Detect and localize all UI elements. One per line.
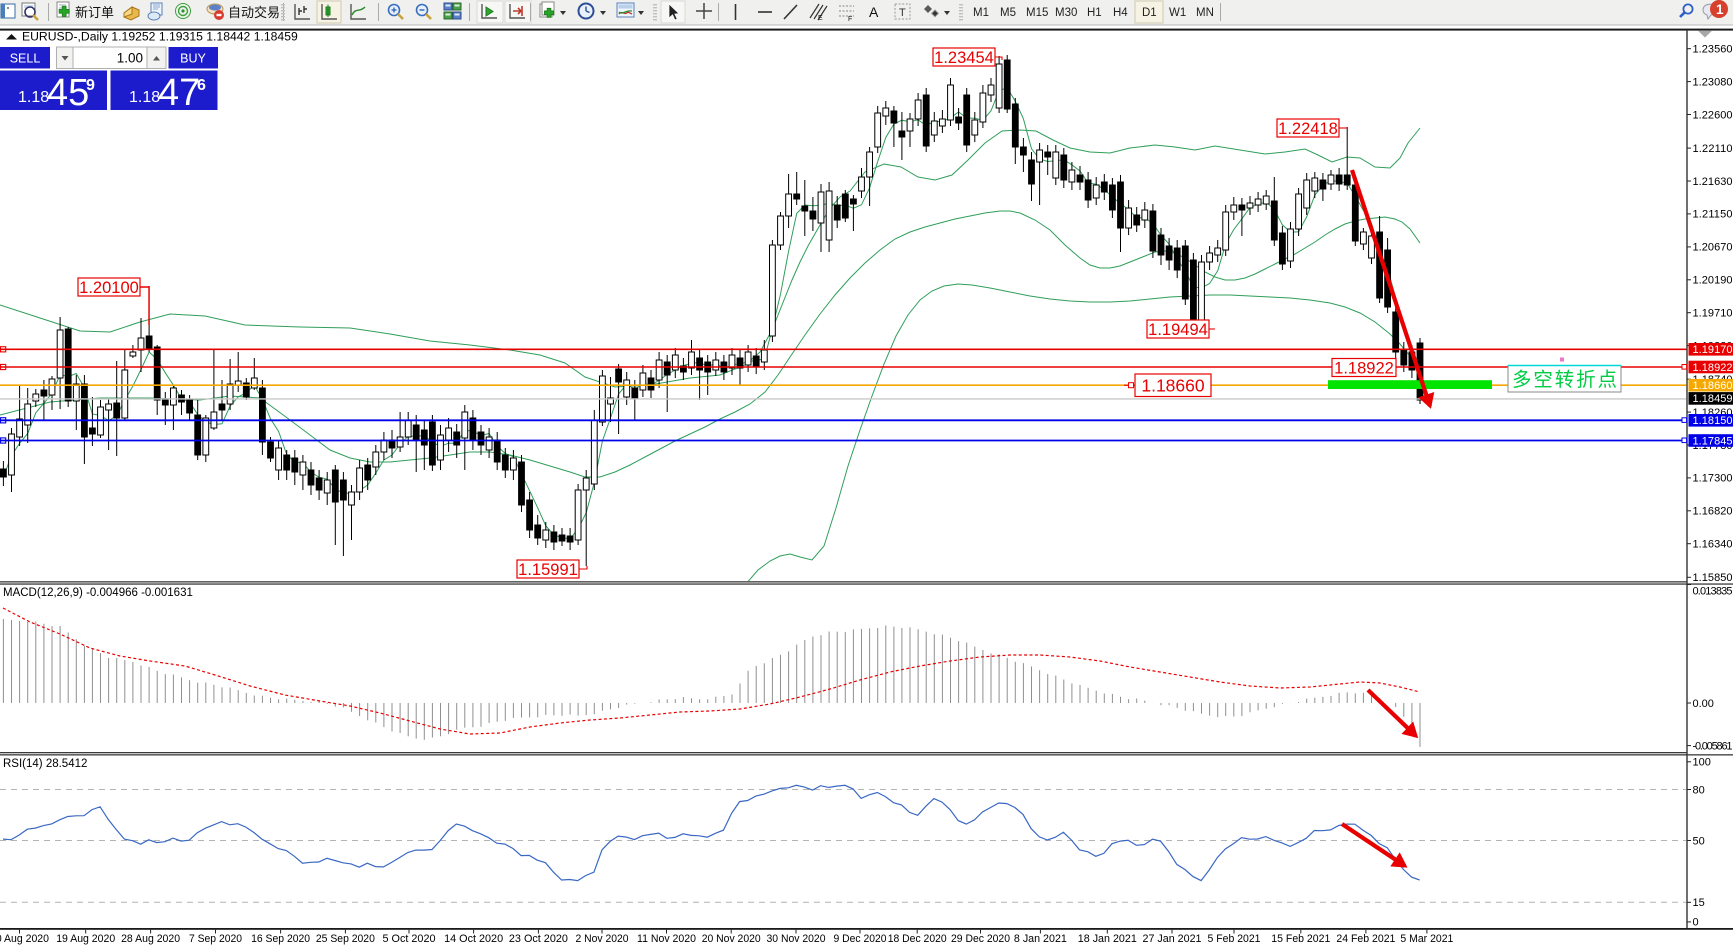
svg-text:1.23560: 1.23560 <box>1693 44 1733 56</box>
svg-text:9 Dec 2020: 9 Dec 2020 <box>834 933 887 945</box>
svg-text:M30: M30 <box>1055 7 1077 19</box>
svg-text:1.20670: 1.20670 <box>1693 242 1733 254</box>
svg-text:0.013835: 0.013835 <box>1693 585 1733 597</box>
svg-text:D1: D1 <box>1142 7 1157 19</box>
svg-text:1.20190: 1.20190 <box>1693 275 1733 287</box>
svg-text:25 Sep 2020: 25 Sep 2020 <box>316 933 375 945</box>
svg-text:15: 15 <box>1693 897 1705 909</box>
svg-text:18 Dec 2020: 18 Dec 2020 <box>888 933 947 945</box>
svg-text:15 Feb 2021: 15 Feb 2021 <box>1271 933 1330 945</box>
svg-text:47: 47 <box>158 72 200 114</box>
svg-text:80: 80 <box>1693 784 1705 796</box>
svg-text:A: A <box>869 4 879 20</box>
svg-text:1.16340: 1.16340 <box>1693 539 1733 551</box>
svg-text:24 Feb 2021: 24 Feb 2021 <box>1336 933 1395 945</box>
svg-text:多空转折点: 多空转折点 <box>1512 369 1617 391</box>
svg-text:9: 9 <box>86 77 95 94</box>
svg-text:8 Jan 2021: 8 Jan 2021 <box>1014 933 1067 945</box>
svg-text:H1: H1 <box>1087 7 1102 19</box>
svg-text:1.18: 1.18 <box>18 89 49 106</box>
svg-text:1.22110: 1.22110 <box>1693 143 1733 155</box>
svg-text:11 Nov 2020: 11 Nov 2020 <box>637 933 696 945</box>
svg-text:1.17845: 1.17845 <box>1693 435 1733 447</box>
svg-text:1.21630: 1.21630 <box>1693 176 1733 188</box>
svg-text:14 Oct 2020: 14 Oct 2020 <box>444 933 503 945</box>
svg-text:45: 45 <box>47 72 89 114</box>
svg-text:10 Aug 2020: 10 Aug 2020 <box>0 933 49 945</box>
svg-text:1.18922: 1.18922 <box>1693 362 1733 374</box>
svg-text:E: E <box>818 15 823 22</box>
svg-text:自动交易: 自动交易 <box>228 5 280 20</box>
svg-text:50: 50 <box>1693 835 1705 847</box>
svg-text:1.23080: 1.23080 <box>1693 76 1733 88</box>
svg-text:5 Mar 2021: 5 Mar 2021 <box>1400 933 1453 945</box>
svg-text:0: 0 <box>1693 917 1699 929</box>
svg-text:1.21150: 1.21150 <box>1693 209 1733 221</box>
svg-text:1.15850: 1.15850 <box>1693 572 1733 584</box>
svg-text:18 Jan 2021: 18 Jan 2021 <box>1078 933 1137 945</box>
svg-text:M5: M5 <box>1000 7 1016 19</box>
svg-text:5 Feb 2021: 5 Feb 2021 <box>1208 933 1261 945</box>
svg-text:28 Aug 2020: 28 Aug 2020 <box>121 933 180 945</box>
svg-text:6: 6 <box>197 77 206 94</box>
svg-text:H4: H4 <box>1113 7 1128 19</box>
svg-text:SELL: SELL <box>10 52 41 66</box>
svg-text:1.18660: 1.18660 <box>1141 376 1205 396</box>
svg-text:1.00: 1.00 <box>117 51 143 66</box>
svg-text:23 Oct 2020: 23 Oct 2020 <box>509 933 568 945</box>
svg-text:1.19494: 1.19494 <box>1148 321 1208 339</box>
svg-text:0.00: 0.00 <box>1693 698 1714 710</box>
svg-text:1.18: 1.18 <box>129 89 160 106</box>
svg-text:1.22600: 1.22600 <box>1693 109 1733 121</box>
svg-text:-0.005861: -0.005861 <box>1693 740 1733 752</box>
svg-text:M15: M15 <box>1026 7 1048 19</box>
svg-text:1.15991: 1.15991 <box>518 561 578 579</box>
svg-text:5 Oct 2020: 5 Oct 2020 <box>383 933 436 945</box>
svg-text:7 Sep 2020: 7 Sep 2020 <box>189 933 242 945</box>
svg-text:RSI(14) 28.5412: RSI(14) 28.5412 <box>3 758 87 770</box>
svg-text:W1: W1 <box>1169 7 1186 19</box>
svg-text:1.19710: 1.19710 <box>1693 308 1733 320</box>
svg-text:1.16820: 1.16820 <box>1693 506 1733 518</box>
svg-text:MN: MN <box>1196 7 1214 19</box>
svg-text:1.22418: 1.22418 <box>1278 120 1338 138</box>
svg-text:1.18660: 1.18660 <box>1693 380 1733 392</box>
svg-text:1.19170: 1.19170 <box>1693 344 1733 356</box>
svg-text:1.18922: 1.18922 <box>1334 359 1394 377</box>
svg-text:BUY: BUY <box>180 52 206 66</box>
svg-text:F: F <box>848 16 852 23</box>
svg-text:1.18150: 1.18150 <box>1693 415 1733 427</box>
svg-text:30 Nov 2020: 30 Nov 2020 <box>767 933 826 945</box>
svg-text:新订单: 新订单 <box>75 5 114 20</box>
svg-text:M1: M1 <box>973 7 989 19</box>
svg-text:MACD(12,26,9) -0.004966 -0.001: MACD(12,26,9) -0.004966 -0.001631 <box>3 587 193 599</box>
svg-text:1.23454: 1.23454 <box>934 49 994 67</box>
svg-text:EURUSD-,Daily 1.19252 1.19315: EURUSD-,Daily 1.19252 1.19315 1.18442 1.… <box>22 30 298 44</box>
svg-text:20 Nov 2020: 20 Nov 2020 <box>702 933 761 945</box>
svg-text:29 Dec 2020: 29 Dec 2020 <box>951 933 1010 945</box>
svg-text:1: 1 <box>1716 2 1724 17</box>
svg-text:1.17300: 1.17300 <box>1693 473 1733 485</box>
svg-text:2 Nov 2020: 2 Nov 2020 <box>576 933 629 945</box>
svg-text:1.18459: 1.18459 <box>1693 393 1733 405</box>
svg-text:1.20100: 1.20100 <box>79 279 139 297</box>
svg-text:16 Sep 2020: 16 Sep 2020 <box>251 933 310 945</box>
svg-text:19 Aug 2020: 19 Aug 2020 <box>56 933 115 945</box>
svg-text:T: T <box>899 7 906 19</box>
svg-text:27 Jan 2021: 27 Jan 2021 <box>1143 933 1202 945</box>
svg-text:100: 100 <box>1693 757 1711 769</box>
